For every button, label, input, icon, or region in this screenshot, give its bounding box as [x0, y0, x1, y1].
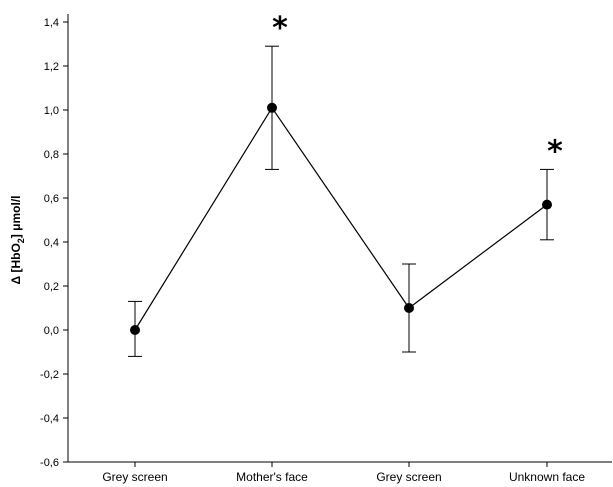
- error-bars: [128, 45, 554, 357]
- y-tick-label: 1,2: [44, 61, 59, 73]
- data-point: [404, 303, 414, 313]
- y-tick-label: -0,6: [40, 457, 59, 469]
- x-tick-label: Grey screen: [102, 470, 167, 484]
- y-tick-label: 1,4: [44, 17, 59, 29]
- data-points: [130, 102, 552, 335]
- y-tick-label: -0,2: [40, 369, 59, 381]
- annotations: **: [272, 11, 563, 169]
- y-tick-label: 0,8: [44, 149, 59, 161]
- x-ticks: Grey screen Mother's face Grey screen Unkno…: [102, 462, 585, 484]
- y-tick-label: 1,0: [44, 105, 59, 117]
- series-line: [134, 106, 548, 331]
- data-point: [542, 199, 552, 210]
- y-axis-label-suffix: ] μmol/l: [9, 196, 23, 239]
- significance-asterisk: *: [272, 11, 288, 46]
- y-tick-label: 0,4: [44, 237, 59, 249]
- x-tick-label: Mother's face: [236, 470, 308, 484]
- y-tick-label: -0,4: [40, 413, 59, 425]
- y-axis-label: Δ [HbO2] μmol/l: [9, 196, 26, 285]
- y-ticks: -0,6 -0,4 -0,2 0,0 0,2 0,4 0,6 0,8 1,0 1,2 1,4: [40, 17, 68, 469]
- data-point: [267, 102, 277, 113]
- y-tick-label: 0,0: [44, 325, 59, 337]
- y-axis-label-subscript: 2: [16, 238, 26, 243]
- y-axis-label-prefix: Δ [HbO: [9, 243, 23, 284]
- x-tick-label: Grey screen: [376, 470, 441, 484]
- series-polyline: [134, 106, 548, 331]
- y-tick-label: 0,6: [44, 193, 59, 205]
- x-tick-label: Unknown face: [509, 470, 585, 484]
- axes: [67, 14, 612, 463]
- y-tick-label: 0,2: [44, 281, 59, 293]
- significance-asterisk: *: [547, 134, 563, 169]
- data-point: [130, 325, 140, 335]
